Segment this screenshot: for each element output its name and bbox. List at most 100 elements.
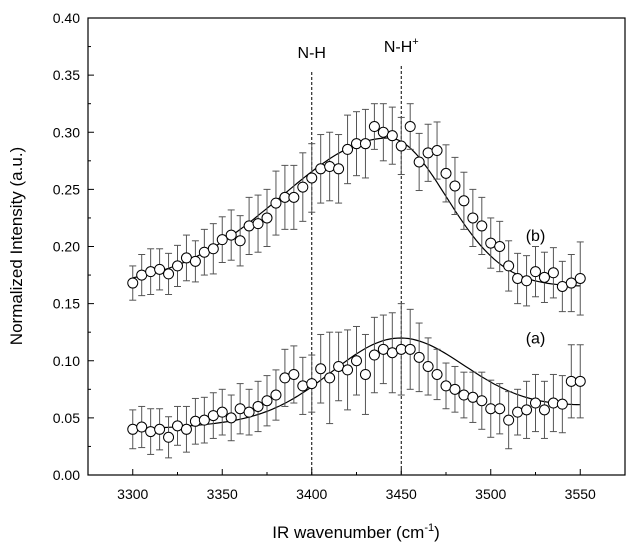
annotation-label: N-H+ [384,36,419,56]
data-point [315,363,327,375]
y-tick-label: 0.35 [53,67,80,83]
y-tick-label: 0.30 [53,124,80,140]
series-a [127,303,586,459]
data-point [342,143,354,155]
data-point [127,277,139,289]
data-point [547,267,559,279]
data-point [404,121,416,133]
data-point [198,414,210,426]
data-point [530,397,541,409]
y-axis-label: Normalized Intensity (a.u.) [7,147,26,345]
data-point [306,378,318,390]
series-label-a: (a) [526,331,546,348]
y-tick-label: 0.10 [53,353,80,369]
data-point [288,191,300,203]
data-point [216,234,228,246]
data-point [261,212,273,224]
y-tick-label: 0.05 [53,410,80,426]
y-tick-label: 0.25 [53,181,80,197]
data-point [530,266,541,278]
data-point [145,266,157,278]
data-point [547,397,559,409]
data-point [225,412,237,424]
data-point [413,156,425,168]
data-point [467,212,479,224]
y-tick-label: 0.20 [53,239,80,255]
data-point [127,423,139,435]
data-point [538,404,550,416]
data-point [368,121,380,133]
y-tick-label: 0.00 [53,467,80,483]
data-point [458,389,470,401]
data-point [512,406,524,418]
data-point [565,277,577,289]
data-point [458,195,470,207]
x-tick-label: 3450 [386,486,417,502]
data-point [225,229,237,241]
data-point [154,263,166,275]
data-point [449,383,461,395]
x-tick-label: 3350 [207,486,238,502]
axis-layer: 3300 3350 3400 3450 3500 3550 0.00 0.05 0.10 0.15… [53,10,626,502]
data-point [476,395,488,407]
data-point [368,349,380,361]
data-point [521,275,533,287]
data-point [243,220,255,232]
data-point [556,398,568,410]
data-point [172,260,183,272]
data-point [413,351,425,363]
data-point [180,423,192,435]
x-tick-label: 3400 [296,486,327,502]
data-point [270,197,282,209]
data-point [395,140,407,152]
series-label-b: (b) [526,228,546,245]
data-point [261,395,273,407]
data-point [351,355,362,367]
data-point [431,145,443,157]
data-point [521,404,533,416]
data-point [476,220,488,232]
series-b [127,103,586,316]
data-point [449,180,461,192]
annotation-layer: N-H N-H+ [298,36,419,475]
data-point [503,260,515,272]
data-point [538,271,550,283]
data-point [404,343,416,355]
data-point [252,218,264,230]
data-point [234,235,246,247]
data-point [333,163,345,175]
x-tick-label: 3300 [117,486,148,502]
data-point [359,368,371,380]
data-point [512,272,524,284]
data-point [342,364,354,376]
data-point [297,181,309,193]
data-point [297,380,309,392]
data-layer: (a) (b) [127,103,586,459]
data-point [216,406,228,418]
y-tick-label: 0.15 [53,296,80,312]
data-point [494,241,506,252]
data-point [288,368,300,380]
data-point [189,415,201,427]
data-point [503,414,515,426]
data-point [431,368,443,380]
data-point [574,375,586,387]
data-point [324,372,336,384]
data-point [207,243,219,255]
data-point [494,403,506,415]
data-point [189,255,201,267]
data-point [243,406,255,418]
x-tick-label: 3500 [475,486,506,502]
x-axis-label: IR wavenumber (cm-1) [272,522,440,542]
data-point [359,138,371,150]
data-point [440,167,452,179]
data-point [136,421,148,433]
data-point [306,172,318,184]
x-tick-label: 3550 [565,486,596,502]
data-point [574,272,586,284]
data-point [324,161,336,173]
data-point [270,389,282,401]
data-point [422,147,434,159]
data-point [163,268,175,280]
